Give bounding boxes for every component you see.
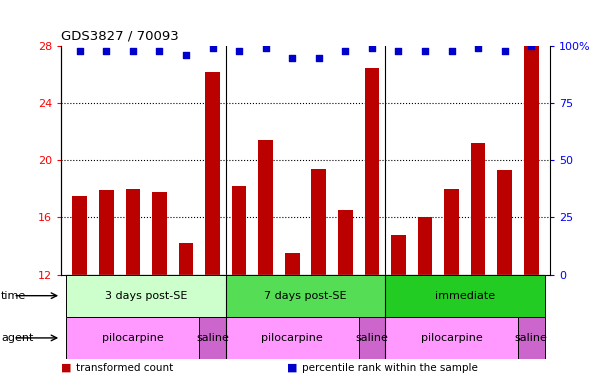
Bar <box>391 235 406 275</box>
Point <box>314 55 324 61</box>
Bar <box>232 186 246 275</box>
Bar <box>67 275 226 317</box>
Text: transformed count: transformed count <box>76 363 174 373</box>
Bar <box>285 253 299 275</box>
Point <box>234 48 244 54</box>
Point <box>75 48 84 54</box>
Bar <box>359 317 385 359</box>
Point <box>181 52 191 58</box>
Text: ■: ■ <box>61 363 71 373</box>
Point <box>101 48 111 54</box>
Bar <box>152 192 167 275</box>
Point <box>367 45 377 51</box>
Text: GDS3827 / 70093: GDS3827 / 70093 <box>61 29 179 42</box>
Bar <box>471 143 486 275</box>
Bar <box>226 275 385 317</box>
Point <box>393 48 403 54</box>
Text: saline: saline <box>515 333 547 343</box>
Bar <box>385 275 544 317</box>
Point <box>128 48 137 54</box>
Bar <box>518 317 544 359</box>
Bar <box>365 68 379 275</box>
Bar <box>312 169 326 275</box>
Point <box>527 43 536 49</box>
Bar <box>497 170 512 275</box>
Point <box>420 48 430 54</box>
Bar <box>418 217 433 275</box>
Point <box>500 48 510 54</box>
Point <box>155 48 164 54</box>
Bar <box>258 140 273 275</box>
Bar <box>338 210 353 275</box>
Text: 3 days post-SE: 3 days post-SE <box>105 291 188 301</box>
Bar <box>178 243 193 275</box>
Text: pilocarpine: pilocarpine <box>262 333 323 343</box>
Text: saline: saline <box>356 333 389 343</box>
Bar <box>385 317 518 359</box>
Point <box>261 45 271 51</box>
Bar <box>524 46 539 275</box>
Bar <box>99 190 114 275</box>
Text: saline: saline <box>196 333 229 343</box>
Point <box>287 55 297 61</box>
Bar <box>125 189 140 275</box>
Bar <box>226 317 359 359</box>
Bar <box>205 72 220 275</box>
Point <box>208 45 218 51</box>
Text: agent: agent <box>1 333 34 343</box>
Point <box>447 48 456 54</box>
Text: ■: ■ <box>287 363 298 373</box>
Bar <box>72 196 87 275</box>
Bar <box>67 317 199 359</box>
Text: immediate: immediate <box>435 291 495 301</box>
Point <box>340 48 350 54</box>
Text: pilocarpine: pilocarpine <box>102 333 164 343</box>
Text: 7 days post-SE: 7 days post-SE <box>264 291 347 301</box>
Text: pilocarpine: pilocarpine <box>421 333 483 343</box>
Bar <box>444 189 459 275</box>
Bar <box>199 317 226 359</box>
Point <box>474 45 483 51</box>
Text: time: time <box>1 291 26 301</box>
Text: percentile rank within the sample: percentile rank within the sample <box>302 363 478 373</box>
